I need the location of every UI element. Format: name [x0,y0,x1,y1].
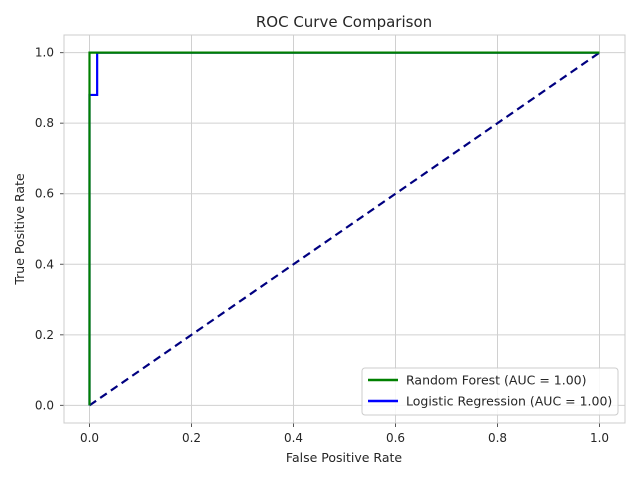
x-tick-label: 1.0 [590,431,609,445]
y-tick-label: 0.2 [35,328,54,342]
chart-title: ROC Curve Comparison [256,13,432,31]
y-tick-label: 1.0 [35,46,54,60]
y-tick-label: 0.4 [35,257,54,271]
legend-label: Random Forest (AUC = 1.00) [406,373,587,388]
x-tick-label: 0.6 [386,431,405,445]
x-tick-label: 0.8 [488,431,507,445]
series-lines [88,51,601,407]
legend: Random Forest (AUC = 1.00) Logistic Regre… [361,367,619,416]
y-axis-label: True Positive Rate [12,173,27,286]
legend-label: Logistic Regression (AUC = 1.00) [406,394,612,409]
x-tick-label: 0.4 [284,431,303,445]
y-tick-label: 0.0 [35,398,54,412]
legend-box [361,367,619,416]
series-line-random-forest [88,51,600,406]
plot-frame [63,34,626,424]
axis-ticks: 0.0 0.2 0.4 0.6 0.8 1.0 0.0 0.2 0.4 0.6 0.8 1.0 [35,34,626,445]
x-tick-label: 0.0 [80,431,99,445]
y-tick-label: 0.6 [35,187,54,201]
x-tick-label: 0.2 [182,431,201,445]
x-axis-label: False Positive Rate [286,450,402,465]
y-tick-label: 0.8 [35,116,54,130]
